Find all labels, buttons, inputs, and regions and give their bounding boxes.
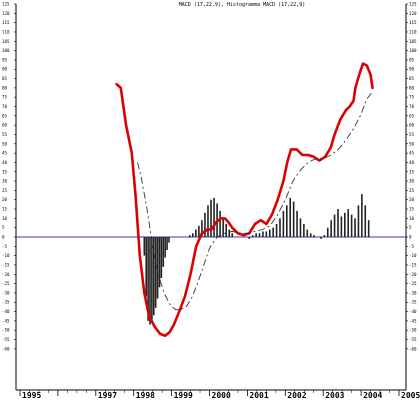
y-tick-label-left: 105	[2, 39, 10, 44]
x-tick-label: 2005	[401, 391, 420, 400]
y-tick-label-right: 70	[409, 104, 415, 109]
x-tick-label: 1998	[136, 391, 155, 400]
y-tick-label-right: -15	[409, 262, 417, 267]
macd-line	[115, 62, 374, 338]
y-tick-label-left: 120	[2, 11, 10, 16]
y-tick-label-left: 100	[2, 48, 10, 53]
y-tick-label-right: 20	[409, 197, 415, 202]
y-tick-label-left: 35	[2, 169, 8, 174]
y-tick-label-left: 115	[2, 20, 10, 25]
y-tick-label-left: -55	[2, 337, 10, 342]
y-tick-label-left: 80	[2, 85, 8, 90]
y-tick-label-right: 15	[409, 207, 415, 212]
y-tick-label-left: 60	[2, 123, 8, 128]
y-tick-label-left: 55	[2, 132, 8, 137]
y-tick-label-right: 75	[409, 95, 415, 100]
y-tick-label-right: 90	[409, 67, 415, 72]
y-tick-label-right: 50	[409, 141, 415, 146]
x-tick-label: 2003	[325, 391, 344, 400]
y-tick-label-left: 95	[2, 57, 8, 62]
y-tick-label-right: -20	[409, 272, 417, 277]
y-tick-label-right: 85	[409, 76, 415, 81]
y-tick-label-right: -5	[409, 244, 415, 249]
y-tick-label-right: -55	[409, 337, 417, 342]
y-tick-label-left: 0	[2, 235, 5, 240]
y-tick-label-right: -35	[409, 300, 417, 305]
y-tick-label-left: 25	[2, 188, 8, 193]
y-tick-label-left: -40	[2, 309, 10, 314]
y-tick-label-left: 20	[2, 197, 8, 202]
y-tick-label-left: -20	[2, 272, 10, 277]
y-tick-label-right: 5	[409, 225, 412, 230]
signal-line	[137, 91, 373, 311]
y-tick-label-left: 15	[2, 207, 8, 212]
y-tick-label-right: -45	[409, 318, 417, 323]
y-tick-label-right: 65	[409, 113, 415, 118]
y-tick-label-left: 70	[2, 104, 8, 109]
x-tick-label: 2002	[287, 391, 306, 400]
x-tick-label: 2000	[212, 391, 231, 400]
y-tick-label-right: 35	[409, 169, 415, 174]
y-tick-label-left: 10	[2, 216, 8, 221]
y-tick-label-left: 125	[2, 2, 10, 7]
y-tick-label-left: 40	[2, 160, 8, 165]
y-tick-label-right: -10	[409, 253, 417, 258]
y-tick-label-right: 100	[409, 48, 417, 53]
y-tick-label-right: 40	[409, 160, 415, 165]
y-tick-label-left: 45	[2, 151, 8, 156]
y-tick-label-left: -50	[2, 328, 10, 333]
y-tick-label-right: 10	[409, 216, 415, 221]
y-tick-label-left: -60	[2, 346, 10, 351]
y-tick-label-left: -10	[2, 253, 10, 258]
y-tick-label-left: 75	[2, 95, 8, 100]
y-tick-label-right: 45	[409, 151, 415, 156]
y-tick-label-left: -45	[2, 318, 10, 323]
x-tick-label: 2004	[363, 391, 382, 400]
y-tick-label-left: 90	[2, 67, 8, 72]
y-tick-label-right: 60	[409, 123, 415, 128]
x-tick-label: 2001	[249, 391, 268, 400]
x-tick-label: 1995	[22, 391, 41, 400]
y-tick-label-right: 120	[409, 11, 417, 16]
y-tick-label-right: 125	[409, 2, 417, 7]
y-tick-label-left: -25	[2, 281, 10, 286]
y-tick-label-right: -60	[409, 346, 417, 351]
y-tick-label-left: 110	[2, 29, 10, 34]
y-tick-label-right: 30	[409, 179, 415, 184]
y-tick-label-right: 115	[409, 20, 417, 25]
y-tick-label-left: 30	[2, 179, 8, 184]
y-tick-label-left: -5	[2, 244, 8, 249]
y-tick-label-left: 65	[2, 113, 8, 118]
y-tick-label-right: 80	[409, 85, 415, 90]
y-tick-label-left: -30	[2, 290, 10, 295]
x-tick-label: 1997	[98, 391, 117, 400]
y-tick-label-right: -25	[409, 281, 417, 286]
y-tick-label-right: -30	[409, 290, 417, 295]
chart-title: MACD (17,22,9), Histogramma MACD (17,22,…	[179, 2, 305, 8]
y-tick-label-right: 55	[409, 132, 415, 137]
y-tick-label-right: 25	[409, 188, 415, 193]
y-tick-label-right: 95	[409, 57, 415, 62]
y-tick-label-right: -50	[409, 328, 417, 333]
y-tick-label-right: 0	[409, 235, 412, 240]
y-tick-label-left: -15	[2, 262, 10, 267]
y-tick-label-left: 50	[2, 141, 8, 146]
y-tick-label-left: 5	[2, 225, 5, 230]
y-tick-label-right: -40	[409, 309, 417, 314]
x-tick-label: 1999	[174, 391, 193, 400]
y-tick-label-left: 85	[2, 76, 8, 81]
y-tick-label-left: -35	[2, 300, 10, 305]
y-tick-label-right: 110	[409, 29, 417, 34]
y-tick-label-right: 105	[409, 39, 417, 44]
